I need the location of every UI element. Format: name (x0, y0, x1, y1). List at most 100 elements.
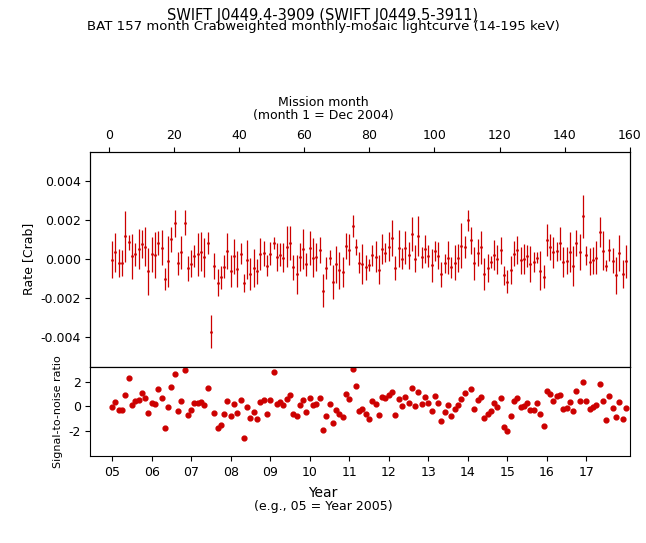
Point (578, 377, 589, 386)
Point (552, 392, 562, 401)
Point (110, 397, 121, 406)
Point (495, 394, 506, 402)
Point (479, 414, 490, 422)
Point (242, 402, 253, 411)
Point (186, 406, 196, 415)
Point (450, 405, 460, 413)
Point (384, 391, 394, 400)
Point (265, 396, 275, 405)
Point (436, 417, 446, 426)
Point (252, 414, 262, 423)
Point (120, 391, 130, 400)
Point (321, 412, 331, 420)
Point (588, 403, 598, 412)
Point (166, 383, 176, 392)
Point (555, 390, 565, 399)
Point (262, 409, 272, 418)
Point (466, 385, 476, 394)
Point (199, 401, 209, 409)
Point (403, 399, 413, 407)
Point (581, 397, 592, 406)
Point (370, 400, 380, 409)
Point (213, 424, 223, 432)
Point (621, 403, 631, 412)
Point (367, 397, 377, 406)
Point (499, 422, 509, 431)
Point (585, 404, 595, 413)
Point (304, 394, 315, 402)
Point (476, 393, 486, 402)
Point (176, 397, 187, 406)
Point (278, 401, 289, 409)
Point (127, 401, 137, 409)
Point (143, 408, 154, 417)
Point (439, 407, 450, 416)
Point (209, 409, 220, 418)
Point (140, 394, 151, 402)
Point (380, 393, 391, 402)
Point (420, 393, 430, 401)
Point (150, 400, 160, 408)
Point (611, 413, 621, 421)
Point (328, 419, 338, 427)
Point (591, 401, 601, 409)
Point (147, 399, 157, 407)
Point (232, 408, 242, 417)
Point (117, 406, 127, 415)
Point (183, 411, 193, 420)
Point (397, 401, 407, 410)
Point (505, 412, 516, 420)
Point (189, 399, 200, 407)
Point (516, 403, 526, 412)
Point (137, 389, 147, 397)
Point (607, 403, 618, 412)
Point (225, 411, 236, 420)
Point (163, 403, 173, 412)
Point (558, 405, 568, 413)
Point (525, 405, 536, 414)
Point (535, 409, 545, 418)
Point (301, 408, 311, 416)
Point (561, 403, 572, 412)
Point (360, 410, 371, 419)
Point (374, 411, 384, 420)
Point (202, 383, 213, 392)
Point (459, 388, 470, 397)
Point (472, 395, 483, 404)
Point (574, 397, 585, 406)
Point (433, 399, 443, 407)
Point (245, 414, 256, 422)
Point (216, 421, 226, 430)
Point (528, 405, 539, 414)
Point (272, 400, 282, 408)
Point (357, 405, 368, 414)
Point (604, 392, 614, 400)
Point (173, 406, 183, 415)
Point (486, 407, 496, 416)
Point (288, 410, 298, 419)
Point (298, 396, 308, 405)
Point (545, 390, 556, 399)
Point (337, 412, 348, 421)
Point (123, 374, 134, 382)
Y-axis label: Rate [Crab]: Rate [Crab] (22, 223, 35, 295)
Point (249, 408, 259, 416)
Point (463, 357, 473, 366)
Point (193, 399, 203, 408)
Point (133, 396, 143, 405)
Point (107, 402, 118, 411)
Point (311, 400, 322, 408)
Point (509, 396, 519, 405)
Point (483, 410, 493, 419)
Point (519, 402, 529, 411)
Point (565, 397, 575, 406)
Point (318, 426, 328, 434)
Text: Year: Year (308, 486, 338, 500)
Point (417, 400, 427, 408)
Point (156, 394, 167, 402)
Point (130, 397, 140, 406)
Point (390, 411, 401, 420)
Text: Mission month: Mission month (278, 96, 368, 109)
Point (169, 369, 180, 378)
Point (285, 390, 295, 399)
